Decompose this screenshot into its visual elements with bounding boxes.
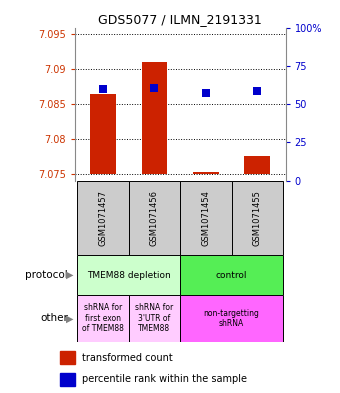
Bar — [180, 181, 232, 255]
Text: protocol: protocol — [25, 270, 68, 280]
Point — [255, 88, 260, 94]
Text: transformed count: transformed count — [82, 353, 173, 362]
Text: shRNA for
3'UTR of
TMEM88: shRNA for 3'UTR of TMEM88 — [135, 303, 174, 333]
Bar — [129, 181, 180, 255]
Text: other: other — [40, 313, 68, 323]
Bar — [193, 172, 219, 174]
Text: non-targetting
shRNA: non-targetting shRNA — [204, 309, 259, 328]
Text: percentile rank within the sample: percentile rank within the sample — [82, 374, 247, 384]
Point — [203, 90, 209, 96]
Title: GDS5077 / ILMN_2191331: GDS5077 / ILMN_2191331 — [98, 13, 262, 26]
Bar — [78, 181, 129, 255]
Text: control: control — [216, 271, 248, 279]
Text: GSM1071456: GSM1071456 — [150, 190, 159, 246]
Text: TMEM88 depletion: TMEM88 depletion — [87, 271, 171, 279]
Bar — [232, 181, 283, 255]
Bar — [78, 255, 180, 295]
Text: ▶: ▶ — [66, 270, 73, 280]
Bar — [129, 295, 180, 342]
Text: shRNA for
first exon
of TMEM88: shRNA for first exon of TMEM88 — [82, 303, 124, 333]
Bar — [90, 94, 116, 174]
Point — [152, 85, 157, 91]
Bar — [60, 373, 75, 386]
Text: ▶: ▶ — [66, 313, 73, 323]
Point — [100, 86, 106, 92]
Text: GSM1071454: GSM1071454 — [201, 190, 210, 246]
Bar — [180, 295, 283, 342]
Bar — [180, 255, 283, 295]
Text: GSM1071457: GSM1071457 — [99, 190, 107, 246]
Bar — [244, 156, 270, 174]
Bar — [60, 351, 75, 364]
Text: GSM1071455: GSM1071455 — [253, 190, 262, 246]
Bar — [142, 62, 167, 174]
Bar — [78, 295, 129, 342]
